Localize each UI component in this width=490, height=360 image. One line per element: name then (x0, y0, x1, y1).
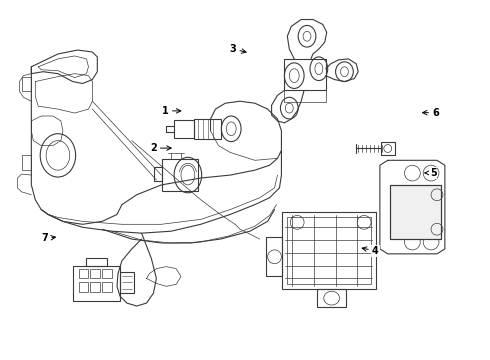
Bar (91, 282, 100, 292)
Bar (85, 258, 107, 266)
Bar (78, 269, 89, 278)
Text: 6: 6 (422, 108, 439, 118)
Bar (284, 90, 326, 102)
Text: 2: 2 (150, 143, 171, 153)
Bar (282, 212, 376, 289)
Text: 1: 1 (162, 106, 181, 116)
Bar (284, 59, 326, 90)
Bar (287, 217, 371, 284)
Text: 4: 4 (362, 246, 379, 256)
Text: 5: 5 (425, 168, 437, 178)
Bar (266, 237, 282, 276)
Bar (22, 156, 31, 170)
Bar (390, 185, 441, 239)
Text: 7: 7 (42, 234, 55, 243)
Bar (162, 159, 198, 191)
Bar (102, 269, 112, 278)
Bar (194, 119, 221, 139)
Bar (390, 185, 441, 239)
Bar (317, 289, 346, 307)
Bar (154, 167, 162, 181)
Bar (102, 282, 112, 292)
Text: 3: 3 (229, 44, 246, 54)
Bar (22, 77, 31, 91)
Bar (174, 120, 194, 138)
Bar (91, 269, 100, 278)
Bar (73, 266, 120, 301)
Bar (381, 141, 394, 156)
Bar (78, 282, 89, 292)
Bar (120, 271, 134, 293)
